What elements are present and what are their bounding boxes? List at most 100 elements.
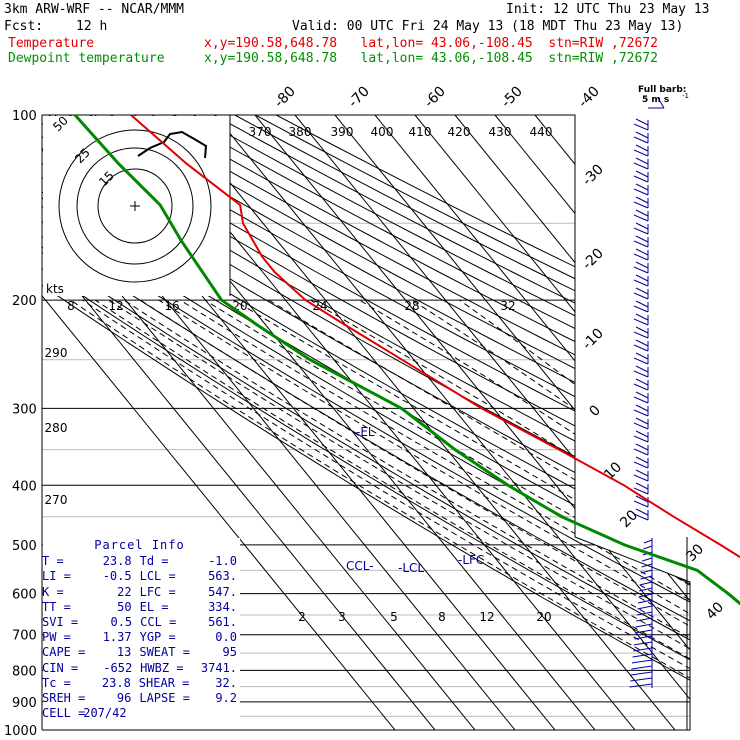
isotherm (214, 115, 690, 730)
hodo-ring-middle (76, 147, 194, 265)
dry-adiabat (42, 115, 690, 730)
mixing-ratio-label: 5 (390, 610, 398, 624)
dewpoint-location: x,y=190.58,648.78 lat,lon= 43.06,-108.45… (204, 51, 658, 66)
wind-barb-feather (633, 474, 649, 482)
pressure-tick-label: 600 (12, 588, 37, 603)
parcel-info-cell: 207/42 (76, 706, 127, 721)
parcel-info-row: K = 22 LFC = 547. (42, 585, 237, 600)
wind-barb-feather (635, 144, 649, 152)
parcel-info-cell: 0.0 (215, 630, 237, 645)
valid-time: Valid: 00 UTC Fri 24 May 13 (18 MDT Thu … (292, 19, 684, 34)
wind-barb-feather (642, 557, 653, 562)
wind-barb-feather (635, 235, 649, 243)
wind-barb-feather (633, 318, 649, 326)
wind-barb-feather (635, 248, 649, 256)
wind-key-barb-flag (657, 97, 665, 109)
parcel-info-cell: EL = (139, 599, 169, 614)
wind-barb-feather (633, 305, 649, 313)
dry-adiabat (42, 115, 690, 730)
wind-barb-feather (630, 677, 653, 682)
parcel-info-cell: 547. (208, 584, 237, 599)
theta-label: 440 (530, 125, 553, 139)
dry-adiabat (42, 115, 690, 730)
theta-label: 410 (409, 125, 432, 139)
parcel-info-cell: Tc = (42, 675, 71, 690)
wind-barb-feather (635, 313, 649, 321)
wind-barb-feather (633, 513, 649, 521)
wind-barb-feather (633, 266, 649, 274)
parcel-info-cell: 23.8 (102, 554, 132, 569)
wind-barb-feather (633, 214, 649, 222)
wind-barb-feather (633, 461, 649, 469)
wind-barb-feather (638, 593, 653, 598)
wind-barb-feather (633, 123, 649, 131)
wind-barb-feather (639, 581, 653, 586)
moist-adiabat (204, 299, 690, 730)
parcel-info-cell: CIN = (42, 660, 79, 675)
mixing-ratio-label: 2 (298, 610, 306, 624)
parcel-info-cell: YGP = (139, 630, 176, 645)
dry-adiabat (42, 115, 690, 730)
parcel-info-cell: K = (42, 584, 64, 599)
temperature-tick-label: -40 (575, 83, 602, 110)
parcel-info-cell: 334. (208, 599, 237, 614)
lfc-label: -LFC (458, 553, 484, 567)
wind-barb-feather (631, 665, 653, 670)
parcel-info-cell: 1.37 (102, 630, 132, 645)
wind-barb-feather (635, 274, 649, 282)
wind-barb-feather (632, 653, 653, 658)
wind-barb-feather (633, 435, 649, 443)
moist-adiabat (95, 299, 690, 730)
theta-label: 380 (289, 125, 312, 139)
theta-label: 420 (448, 125, 471, 139)
dry-adiabat (42, 115, 690, 730)
wind-barb-feather (635, 391, 649, 399)
parcel-info-row: PW = 1.37 YGP = 0.0 (42, 630, 237, 645)
parcel-info-cell: LFC = (139, 584, 176, 599)
theta-label: 270 (45, 493, 68, 507)
parcel-info-cell: 50 (117, 599, 132, 614)
wind-barb-feather (635, 157, 649, 165)
moist-adiabat (158, 299, 690, 730)
parcel-info-row: Tc = 23.8 SHEAR = 32. (42, 676, 237, 691)
dry-adiabat (213, 115, 690, 730)
parcel-info-cell: -0.5 (102, 569, 132, 584)
wind-barb-feather (635, 378, 649, 386)
wind-barb-feather (641, 563, 653, 568)
theta-label: 280 (45, 421, 68, 435)
pressure-tick-label: 100 (12, 109, 37, 124)
mixing-ratio-label: 3 (338, 610, 346, 624)
parcel-info-cell: CCL = (140, 615, 177, 630)
wind-barb-feather (633, 487, 649, 495)
wind-barb-feather (635, 443, 649, 451)
theta-label: 370 (249, 125, 272, 139)
parcel-info-cell: SVI = (42, 615, 79, 630)
parcel-info-cell: T = (42, 554, 64, 569)
parcel-info-cell: TT = (42, 599, 71, 614)
wind-barb-feather (633, 357, 649, 365)
parcel-info-cell: 561. (208, 615, 238, 630)
wind-barb-feather (631, 659, 653, 664)
dewpoint-legend: Dewpoint temperature (8, 51, 165, 66)
hodo-ring-outer (58, 129, 212, 283)
pressure-tick-label: 400 (12, 479, 37, 494)
parcel-info-cell: HWBZ = (140, 660, 184, 675)
wind-barb-feather (636, 617, 653, 622)
wind-barb-feather (633, 201, 649, 209)
model-title: 3km ARW-WRF -- NCAR/MMM (4, 2, 185, 17)
dry-adiabat (42, 115, 690, 730)
wind-barb-feather (633, 647, 653, 652)
wind-barb-feather (635, 300, 649, 308)
wind-barb-feather (637, 605, 653, 610)
wind-barb-feather (640, 575, 653, 580)
pressure-tick-label: 900 (12, 696, 37, 711)
temperature-tick-label: -20 (579, 245, 606, 272)
isotherm (42, 115, 446, 730)
wind-barb-feather (633, 344, 649, 352)
wind-barb-feather (635, 482, 649, 490)
init-time: Init: 12 UTC Thu 23 May 13 (506, 2, 710, 17)
wind-barb-feather (633, 422, 649, 430)
theta-label: 430 (489, 125, 512, 139)
parcel-info-cell: LCL = (139, 569, 176, 584)
wind-barb-feather (633, 240, 649, 248)
